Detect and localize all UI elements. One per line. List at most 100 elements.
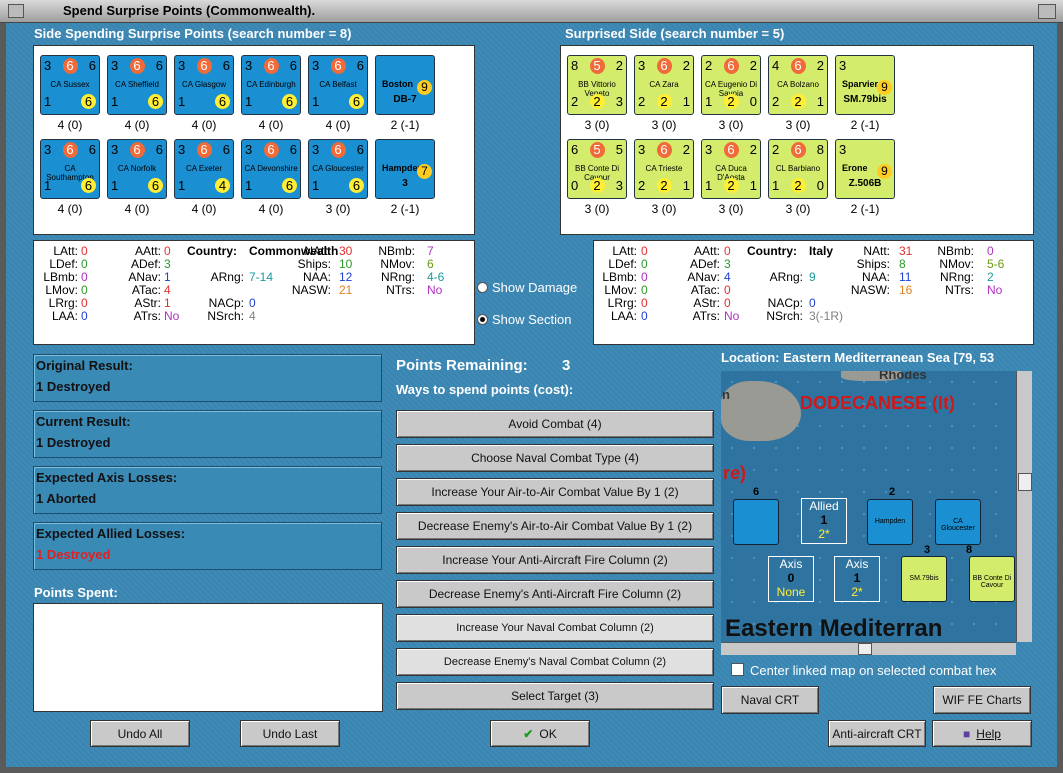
unit-counter[interactable]: 2 6 8 CL Barbiano 1 2 0 xyxy=(768,139,828,199)
counter-value: 3 xyxy=(178,58,186,73)
country-name: Italy xyxy=(809,244,834,258)
spend-option-button[interactable]: Decrease Enemy's Naval Combat Column (2) xyxy=(396,648,714,676)
stat-label: LBmb: xyxy=(602,270,637,284)
counter-value: 6 xyxy=(330,142,346,158)
counter-value: 6 xyxy=(356,142,364,157)
stat-value: 2 xyxy=(987,270,994,284)
unit-caption: 2 (-1) xyxy=(850,202,880,216)
map[interactable]: Rhodes n DODECANESE (It) re) Eastern Mediter… xyxy=(721,371,1016,642)
unit-counter[interactable]: Boston 9 DB-7 xyxy=(375,55,435,115)
map-counter[interactable]: Hampden xyxy=(867,499,913,545)
vertical-scrollbar[interactable] xyxy=(1016,371,1032,642)
radio-show-section[interactable]: Show Section xyxy=(477,312,572,327)
center-checkbox[interactable]: Center linked map on selected combat hex xyxy=(731,663,996,678)
unit-counter[interactable]: 3 6 2 CA Trieste 2 2 1 xyxy=(634,139,694,199)
unit-counter[interactable]: 3 Sparviero 9 SM.79bis xyxy=(835,55,895,115)
radio-show-damage[interactable]: Show Damage xyxy=(477,280,577,295)
unit-counter[interactable]: 3 6 6 CA Sussex 1 6 xyxy=(40,55,100,115)
spend-option-button[interactable]: Increase Your Anti-Aircraft Fire Column … xyxy=(396,546,714,574)
counter-value: 2 xyxy=(816,58,824,73)
counter-value: 2 xyxy=(615,58,623,73)
points-spent-list[interactable] xyxy=(33,603,383,712)
stat-label: ADef: xyxy=(689,257,720,271)
spend-option-button[interactable]: Choose Naval Combat Type (4) xyxy=(396,444,714,472)
unit-counter[interactable]: 3 6 6 CA Glasgow 1 6 xyxy=(174,55,234,115)
counter-value: 6 xyxy=(356,58,364,73)
unit-counter[interactable]: 3 6 6 CA Exeter 1 4 xyxy=(174,139,234,199)
map-counter[interactable]: BB Conte Di Cavour xyxy=(969,556,1015,602)
result-label: Current Result: xyxy=(36,414,131,429)
map-counter[interactable]: SM.79bis xyxy=(901,556,947,602)
counter-side-value: 7 xyxy=(417,164,432,179)
stat-value: 0 xyxy=(249,296,256,310)
naval-crt-button[interactable]: Naval CRT xyxy=(721,686,819,714)
counter-value: 2 xyxy=(638,178,646,193)
scroll-thumb[interactable] xyxy=(858,643,872,655)
counter-value: 6 xyxy=(88,142,96,157)
surprised-heading: Surprised Side (search number = 5) xyxy=(565,26,785,41)
counter-value: 0 xyxy=(749,94,757,109)
stat-value: 0 xyxy=(81,283,88,297)
map-counter[interactable]: CA Gloucester xyxy=(935,499,981,545)
counter-name: Boston xyxy=(382,79,413,89)
unit-counter[interactable]: 3 6 6 CA Southampton 1 6 xyxy=(40,139,100,199)
unit-caption: 4 (0) xyxy=(258,202,284,216)
spend-option-button[interactable]: Avoid Combat (4) xyxy=(396,410,714,438)
stat-value: 0 xyxy=(641,244,648,258)
unit-counter[interactable]: 3 6 6 CA Edinburgh 1 6 xyxy=(241,55,301,115)
counter-value: 1 xyxy=(705,94,713,109)
counter-value: 3 xyxy=(615,178,623,193)
counter-value: 1 xyxy=(772,178,780,193)
help-button[interactable]: ■ Help xyxy=(932,720,1032,747)
stat-label: AStr: xyxy=(693,296,720,310)
spend-option-button[interactable]: Increase Your Air-to-Air Combat Value By… xyxy=(396,478,714,506)
map-counter[interactable] xyxy=(733,499,779,545)
unit-caption: 2 (-1) xyxy=(390,202,420,216)
unit-counter[interactable]: 3 6 6 CA Devonshire 1 6 xyxy=(241,139,301,199)
unit-counter[interactable]: Hampden 7 3 xyxy=(375,139,435,199)
counter-value: 2 xyxy=(656,94,672,109)
unit-counter[interactable]: 3 6 6 CA Gloucester 1 6 xyxy=(308,139,368,199)
stat-value: 0 xyxy=(641,283,648,297)
result-value: 1 Destroyed xyxy=(36,379,111,394)
points-remaining-value: 3 xyxy=(562,357,571,374)
close-button[interactable] xyxy=(1038,4,1056,19)
unit-counter[interactable]: 3 Erone 9 Z.506B xyxy=(835,139,895,199)
spend-option-button[interactable]: Decrease Enemy's Air-to-Air Combat Value… xyxy=(396,512,714,540)
spend-option-button[interactable]: Select Target (3) xyxy=(396,682,714,710)
stat-label: NAA: xyxy=(861,270,890,284)
unit-counter[interactable]: 3 6 6 CA Sheffield 1 6 xyxy=(107,55,167,115)
undo-last-button[interactable]: Undo Last xyxy=(240,720,340,747)
box-value: 1 xyxy=(820,513,828,527)
undo-all-button[interactable]: Undo All xyxy=(90,720,190,747)
unit-counter[interactable]: 4 6 2 CA Bolzano 2 2 1 xyxy=(768,55,828,115)
unit-caption: 3 (0) xyxy=(785,202,811,216)
stat-value: 3(-1R) xyxy=(809,309,844,323)
unit-counter[interactable]: 3 6 6 CA Belfast 1 6 xyxy=(308,55,368,115)
aa-crt-button[interactable]: Anti-aircraft CRT xyxy=(828,720,926,747)
box-label: Axis xyxy=(779,557,803,571)
spend-option-button[interactable]: Decrease Enemy's Anti-Aircraft Fire Colu… xyxy=(396,580,714,608)
system-menu[interactable] xyxy=(8,4,24,18)
spend-option-button[interactable]: Increase Your Naval Combat Column (2) xyxy=(396,614,714,642)
ok-button[interactable]: ✔ OK xyxy=(490,720,590,747)
result-panel: Expected Allied Losses: 1 Destroyed xyxy=(33,522,382,570)
result-label: Expected Allied Losses: xyxy=(36,526,186,541)
wif-charts-button[interactable]: WIF FE Charts xyxy=(933,686,1031,714)
scroll-thumb[interactable] xyxy=(1018,473,1032,491)
unit-counter[interactable]: 3 6 6 CA Norfolk 1 6 xyxy=(107,139,167,199)
horizontal-scrollbar[interactable] xyxy=(721,642,1016,655)
stat-value: 12 xyxy=(339,270,353,284)
unit-counter[interactable]: 3 6 2 CA Zara 2 2 1 xyxy=(634,55,694,115)
